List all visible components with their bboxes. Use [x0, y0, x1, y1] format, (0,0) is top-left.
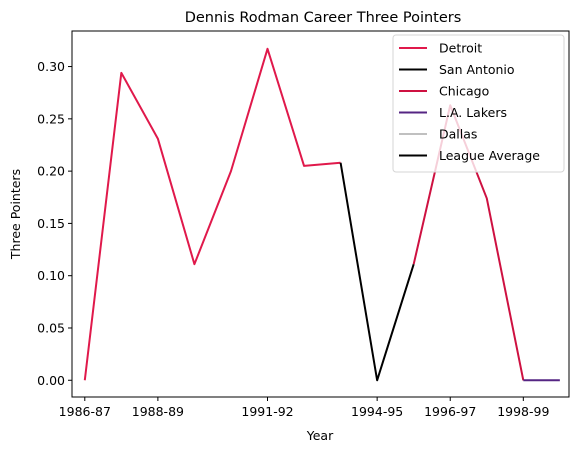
x-tick-label: 1986-87: [59, 404, 111, 419]
x-tick-label: 1988-89: [132, 404, 184, 419]
legend-label: Chicago: [439, 84, 489, 99]
y-tick-label: 0.00: [37, 373, 65, 388]
y-tick-label: 0.10: [37, 268, 65, 283]
y-tick-label: 0.20: [37, 164, 65, 179]
x-tick-label: 1991-92: [241, 404, 293, 419]
y-tick-label: 0.15: [37, 216, 65, 231]
legend-label: Dallas: [439, 127, 477, 142]
legend-label: San Antonio: [439, 62, 515, 77]
series-line-0: [83, 47, 341, 381]
y-axis-label: Three Pointers: [8, 169, 23, 260]
legend-label: League Average: [439, 148, 540, 163]
x-tick-label: 1996-97: [424, 404, 476, 419]
series-line-1: [339, 162, 415, 382]
legend-label: L.A. Lakers: [439, 105, 507, 120]
y-axis: 0.00 0.05 0.10 0.15 0.20 0.25 0.30: [37, 59, 72, 388]
legend-box: [392, 34, 565, 173]
x-tick-label: 1998-99: [497, 404, 549, 419]
x-axis-label: Year: [306, 428, 334, 443]
plot-frame: [71, 30, 570, 398]
legend: Detroit San Antonio Chicago L.A. Lakers Dall…: [392, 34, 565, 173]
x-tick-label: 1994-95: [351, 404, 403, 419]
y-tick-label: 0.25: [37, 111, 65, 126]
x-axis: 1986-87 1988-89 1991-92 1994-95 1996-97 1998-…: [59, 397, 549, 419]
chart-title: Dennis Rodman Career Three Pointers: [185, 10, 462, 26]
y-tick-label: 0.05: [37, 320, 65, 335]
legend-label: Detroit: [439, 41, 482, 56]
y-tick-label: 0.30: [37, 59, 65, 74]
